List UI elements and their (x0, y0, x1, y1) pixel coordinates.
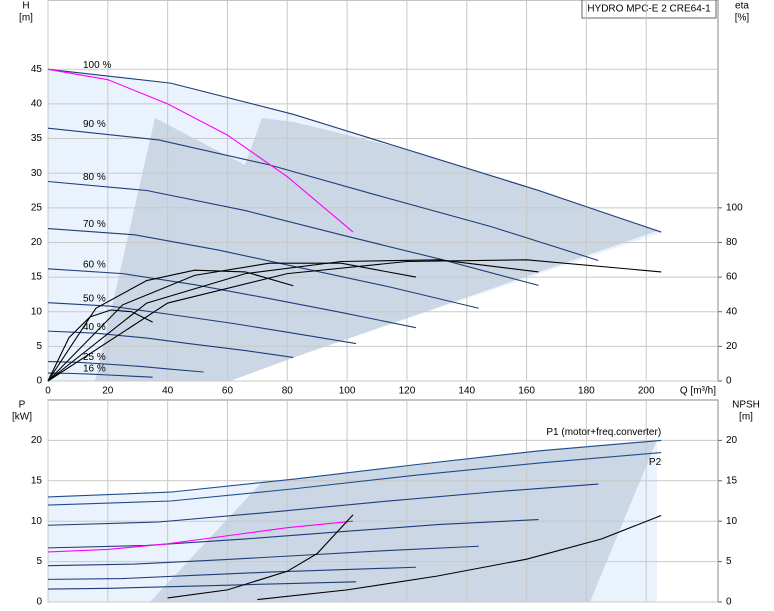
y-label: H (22, 1, 29, 12)
curve (47, 581, 357, 590)
curve (47, 127, 599, 261)
y2-tick-label: 5 (726, 556, 732, 567)
curve (47, 68, 662, 233)
y-tick-label: 10 (31, 306, 43, 317)
y2-unit: [m] (739, 412, 753, 423)
x-tick-label: 120 (399, 386, 416, 397)
y-tick-label: 15 (31, 475, 43, 486)
y-tick-label: 5 (36, 556, 42, 567)
y-tick-label: 15 (31, 272, 43, 283)
curve (47, 566, 416, 580)
y2-tick-label: 10 (726, 516, 738, 527)
y2-tick-label: 0 (726, 597, 732, 608)
y-unit: [kW] (12, 412, 32, 423)
y-tick-label: 25 (31, 202, 43, 213)
y2-tick-label: 20 (726, 341, 738, 352)
y2-tick-label: 80 (726, 237, 738, 248)
y-tick-label: 5 (36, 341, 42, 352)
curve (47, 68, 354, 233)
x-tick-label: 140 (458, 386, 475, 397)
curve (47, 520, 354, 553)
curve (47, 180, 539, 286)
curve (47, 483, 599, 526)
chart-title: HYDRO MPC-E 2 CRE64-1 (587, 4, 711, 15)
y2-tick-label: 100 (726, 202, 743, 213)
y-label: P (19, 400, 26, 411)
y2-label: NPSH (732, 400, 760, 411)
curve-label: 60 % (83, 259, 106, 270)
curve (47, 269, 294, 382)
y2-unit: [%] (735, 13, 750, 24)
curve (47, 545, 479, 567)
curve (47, 519, 539, 549)
x-tick-label: 80 (282, 386, 294, 397)
y-tick-label: 40 (31, 99, 43, 110)
y2-tick-label: 20 (726, 435, 738, 446)
y-unit: [m] (19, 13, 33, 24)
x-label: Q [m³/h] (680, 386, 716, 397)
curve (47, 372, 153, 378)
curve-label: 100 % (83, 60, 111, 71)
curve (47, 259, 662, 382)
y2-tick-label: 60 (726, 272, 738, 283)
curve-label: P1 (motor+freq.converter) (546, 427, 661, 438)
y-tick-label: 0 (36, 597, 42, 608)
title-box (581, 0, 717, 19)
curve (47, 439, 662, 498)
curve (167, 514, 354, 599)
x-tick-label: 0 (45, 386, 51, 397)
curve (47, 268, 417, 329)
curve (47, 330, 294, 358)
curve-label: 16 % (83, 364, 106, 375)
y2-label: eta (735, 1, 749, 12)
x-tick-label: 160 (518, 386, 535, 397)
curve (47, 262, 417, 382)
curve-label: 90 % (83, 119, 106, 130)
y2-tick-label: 15 (726, 475, 738, 486)
x-tick-label: 200 (638, 386, 655, 397)
curve (47, 259, 539, 382)
x-tick-label: 60 (222, 386, 234, 397)
y-tick-label: 35 (31, 133, 43, 144)
y-tick-label: 30 (31, 168, 43, 179)
x-tick-label: 100 (339, 386, 356, 397)
curve-label: 40 % (83, 322, 106, 333)
curve-label: 25 % (83, 352, 106, 363)
curve (47, 361, 204, 373)
y-tick-label: 20 (31, 435, 43, 446)
curve-label: 80 % (83, 172, 106, 183)
curve (47, 228, 479, 309)
x-tick-label: 20 (102, 386, 114, 397)
y2-tick-label: 40 (726, 306, 738, 317)
y-tick-label: 10 (31, 516, 43, 527)
y-tick-label: 45 (31, 64, 43, 75)
curve-label: 70 % (83, 219, 106, 230)
curve (47, 309, 153, 382)
y2-tick-label: 0 (726, 376, 732, 387)
curve-label: P2 (649, 457, 662, 468)
efficiency-area (95, 118, 657, 381)
y-tick-label: 0 (36, 376, 42, 387)
x-tick-label: 40 (162, 386, 174, 397)
y-tick-label: 20 (31, 237, 43, 248)
curve-label: 50 % (83, 293, 106, 304)
curve (257, 515, 662, 601)
x-tick-label: 180 (578, 386, 595, 397)
curve (47, 451, 662, 506)
